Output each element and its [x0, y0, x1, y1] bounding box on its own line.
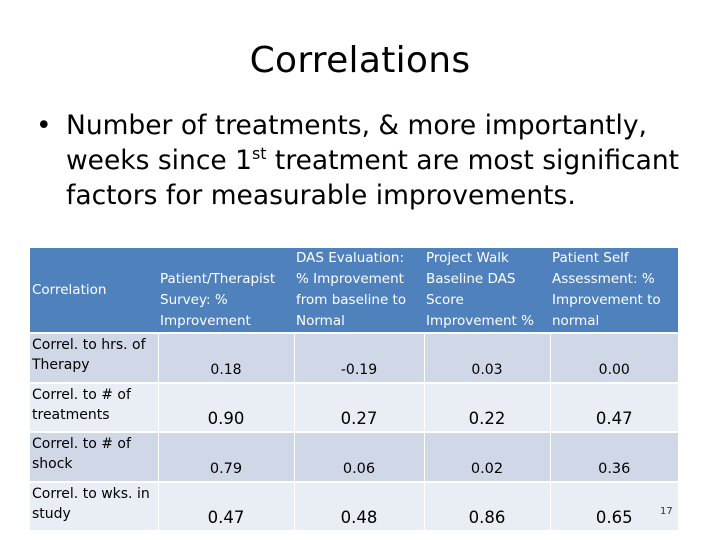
header-line — [160, 248, 292, 269]
table-row: Correl. to hrs. of Therapy 0.18 -0.19 0.… — [30, 332, 678, 383]
bullet-point: • Number of treatments, & more important… — [36, 108, 686, 213]
header-line: Normal — [296, 313, 345, 329]
header-line: Assessment: % — [552, 271, 655, 287]
bullet-text-part2: treatment are most significant factors f… — [66, 145, 680, 211]
header-patient-self-assessment: Patient Self Assessment: % Improvement t… — [550, 248, 678, 333]
bullet-marker: • — [36, 110, 52, 141]
cell-value: 0.90 — [157, 382, 294, 432]
cell-value: 0.00 — [549, 332, 678, 383]
header-line: Patient/Therapist — [160, 271, 276, 287]
cell-value: -0.19 — [293, 332, 424, 383]
cell-value: 0.03 — [423, 332, 550, 383]
header-line: Project Walk — [426, 250, 509, 266]
cell-value: 0.27 — [293, 382, 424, 432]
header-line: normal — [552, 313, 600, 329]
cell-value: 0.48 — [293, 481, 424, 530]
page-number: 17 — [660, 506, 673, 517]
header-line: Patient Self — [552, 250, 629, 266]
cell-value: 0.47 — [549, 382, 678, 432]
header-line: Improvement to — [552, 292, 661, 308]
cell-value: 0.06 — [293, 431, 424, 482]
row-label: Correl. to # of treatments — [30, 382, 158, 432]
header-correlation: Correlation — [30, 248, 158, 333]
table-header-row: Correlation Patient/Therapist Survey: % … — [30, 248, 678, 333]
header-correlation-label: Correlation — [32, 281, 107, 298]
row-label: Correl. to # of shock — [30, 431, 158, 482]
row-label: Correl. to wks. in study — [30, 481, 158, 530]
header-line: DAS Evaluation: — [296, 250, 405, 266]
correlation-table: Correlation Patient/Therapist Survey: % … — [30, 248, 678, 530]
header-line: % Improvement — [296, 271, 404, 287]
cell-value: 0.18 — [157, 332, 294, 383]
header-das-evaluation: DAS Evaluation: % Improvement from basel… — [294, 248, 424, 333]
header-project-walk: Project Walk Baseline DAS Score Improvem… — [424, 248, 550, 333]
bullet-superscript: st — [251, 144, 267, 164]
cell-value: 0.22 — [423, 382, 550, 432]
slide-title: Correlations — [249, 40, 471, 81]
row-label: Correl. to hrs. of Therapy — [30, 332, 158, 383]
table-row: Correl. to # of treatments 0.90 0.27 0.2… — [30, 382, 678, 432]
table-row: Correl. to # of shock 0.79 0.06 0.02 0.3… — [30, 431, 678, 482]
cell-value: 0.02 — [423, 431, 550, 482]
cell-value: 0.79 — [157, 431, 294, 482]
header-line: Survey: % — [160, 292, 228, 308]
table-row: Correl. to wks. in study 0.47 0.48 0.86 … — [30, 481, 678, 530]
header-patient-therapist-survey: Patient/Therapist Survey: % Improvement — [158, 248, 294, 333]
header-line: from baseline to — [296, 292, 407, 308]
header-line: Baseline DAS — [426, 271, 516, 287]
bullet-text: Number of treatments, & more importantly… — [66, 108, 686, 213]
header-line: Improvement — [160, 313, 251, 329]
bullet-text-part1: Number of treatments, & more importantly… — [66, 110, 647, 176]
cell-value: 0.65 — [549, 481, 678, 530]
cell-value: 0.86 — [423, 481, 550, 530]
header-line: Improvement % — [426, 313, 534, 329]
cell-value: 0.36 — [549, 431, 678, 482]
cell-value: 0.47 — [157, 481, 294, 530]
header-line: Score — [426, 292, 464, 308]
